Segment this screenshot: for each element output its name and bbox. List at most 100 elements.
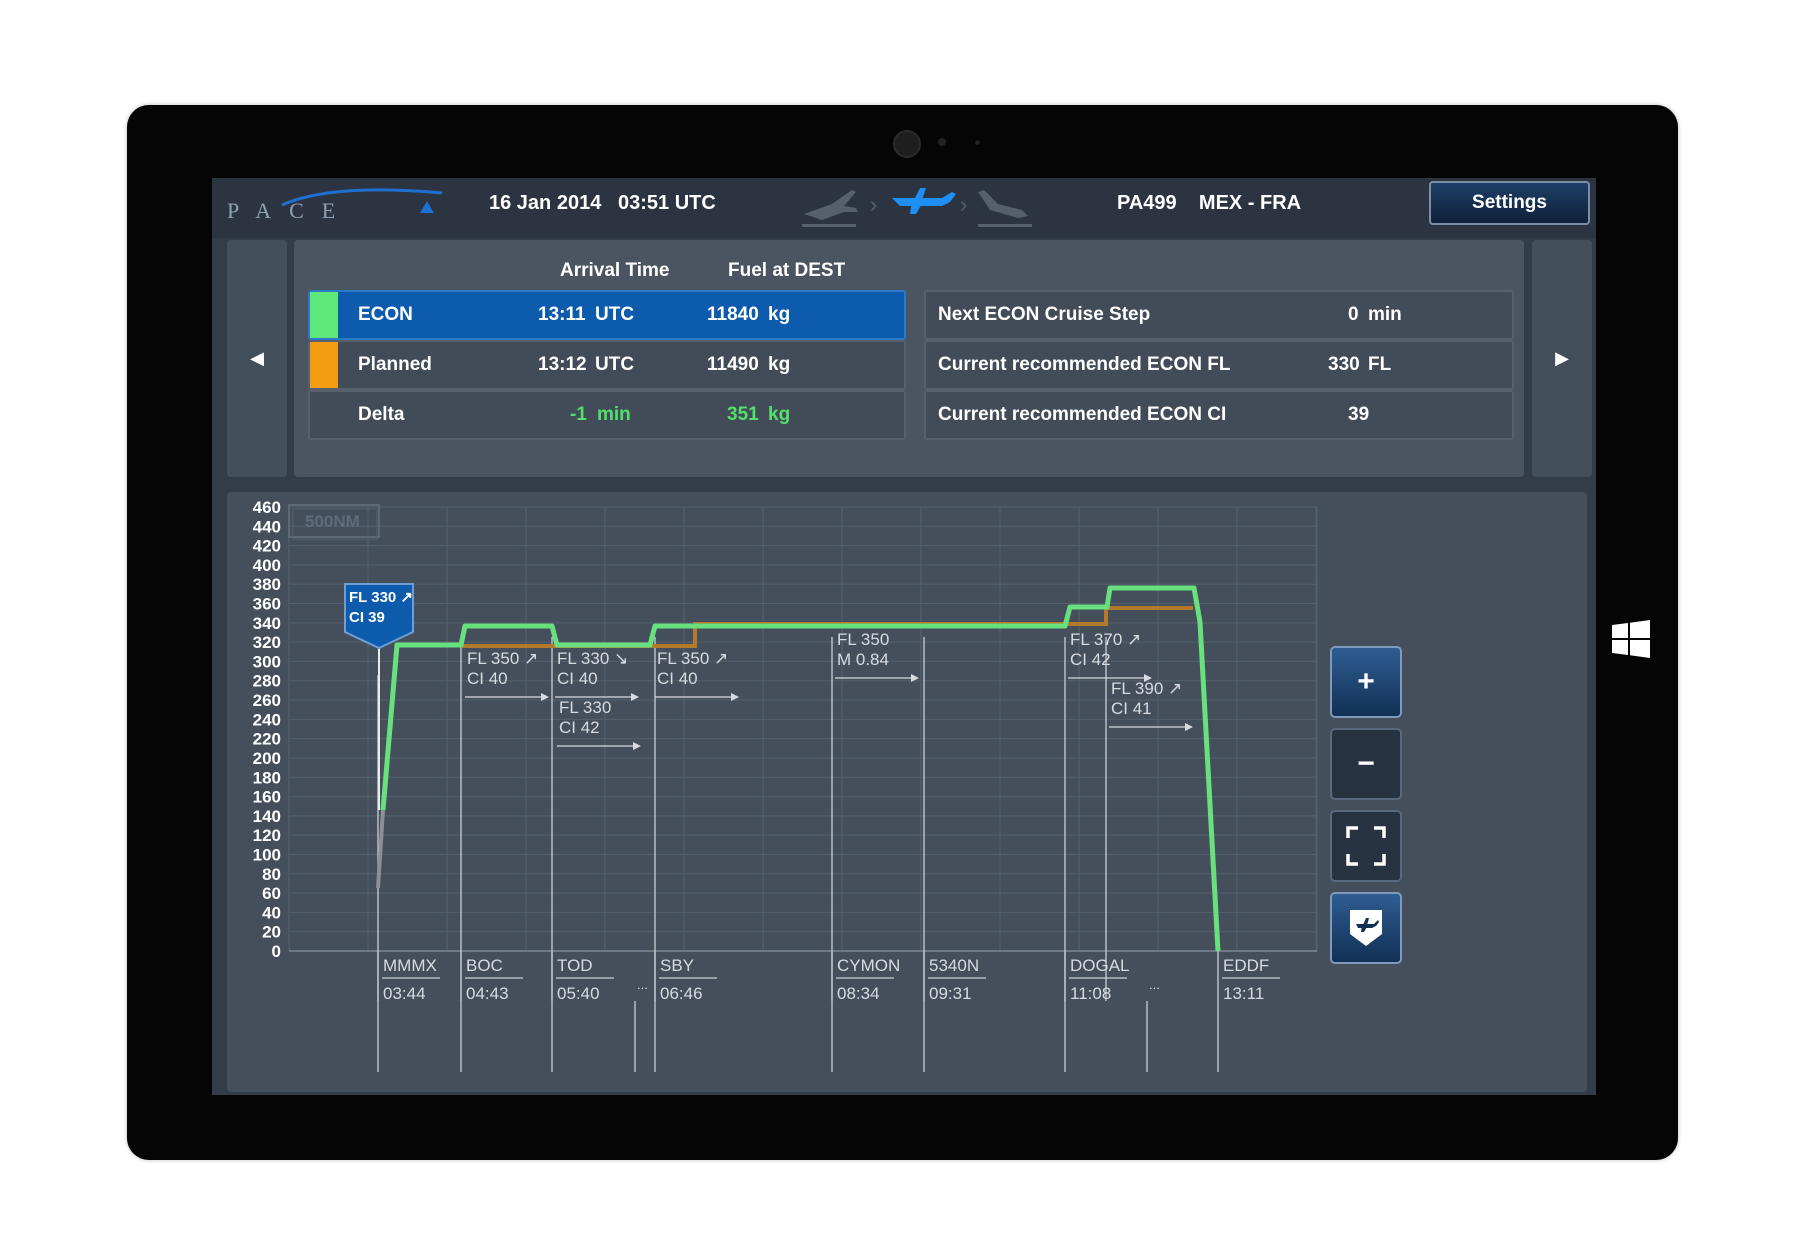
y-tick-label: 300 [253, 652, 281, 671]
step-cost-index: CI 41 [1111, 699, 1152, 718]
settings-button[interactable]: Settings [1429, 181, 1590, 225]
vertical-profile-chart[interactable]: 4604404204003803603403203002802602402202… [227, 492, 1587, 1092]
app-logo: PACE [227, 198, 354, 223]
arrival-time-unit: UTC [595, 354, 635, 375]
row-label: Planned [358, 354, 432, 375]
waypoint-time: 11:08 [1070, 984, 1111, 1003]
logo-arc-icon [281, 188, 443, 213]
y-tick-label: 200 [253, 749, 281, 768]
waypoint: DOGAL 11:08 [1064, 951, 1130, 1072]
landing-phase-icon [978, 190, 1032, 227]
current-date: 16 Jan 2014 [489, 192, 602, 214]
cruise-step: FL 390 ↗CI 41 [1109, 679, 1193, 731]
y-tick-label: 400 [253, 556, 281, 575]
waypoint-time: 09:31 [929, 984, 972, 1003]
waypoint-ellipsis: ... [637, 977, 648, 992]
y-tick-label: 420 [253, 537, 281, 556]
y-tick-label: 120 [253, 826, 281, 845]
fuel-at-dest-header: Fuel at DEST [728, 260, 846, 281]
waypoint-time: 08:34 [837, 984, 880, 1003]
step-flight-level: FL 370 ↗ [1070, 630, 1141, 649]
left-arrow-icon: ◀ [250, 348, 264, 368]
waypoint-name: TOD [557, 956, 593, 975]
rec-label: Next ECON Cruise Step [938, 304, 1151, 325]
delta-time-unit: min [597, 404, 631, 425]
phase-chevron-icon: › [960, 192, 967, 217]
zoom-out-button[interactable]: − [1330, 728, 1402, 800]
step-flight-level: FL 390 ↗ [1111, 679, 1182, 698]
econ-swatch [310, 292, 338, 338]
row-label: ECON [358, 304, 413, 325]
y-tick-label: 360 [253, 595, 281, 614]
y-tick-label: 20 [262, 923, 281, 942]
marker-fl: FL 330 ↗ [349, 589, 413, 606]
fuel-unit: kg [768, 304, 791, 325]
waypoint: 5340N 09:31 [923, 951, 986, 1072]
rec-unit: min [1368, 304, 1402, 325]
y-tick-label: 40 [262, 903, 281, 922]
waypoint-time: 06:46 [660, 984, 703, 1003]
cruise-step: FL 370 ↗CI 42 [1068, 630, 1152, 682]
waypoint-name: BOC [466, 956, 503, 975]
climb-history-line [376, 809, 385, 889]
y-tick-label: 260 [253, 691, 281, 710]
windows-logo-icon[interactable] [1612, 620, 1650, 658]
waypoint-ellipsis: ... [1149, 977, 1160, 992]
cruise-step: FL 330 ↘CI 40 [555, 649, 639, 701]
waypoint: TOD 05:40 [551, 951, 614, 1072]
marker-ci: CI 39 [349, 609, 385, 626]
arrival-time-value: 13:11 [538, 304, 586, 325]
delta-time-value: -1 [570, 404, 587, 425]
y-tick-label: 140 [253, 807, 281, 826]
waypoint: EDDF 13:11 [1217, 951, 1280, 1072]
delta-fuel-unit: kg [768, 404, 791, 425]
y-tick-label: 180 [253, 768, 281, 787]
step-cost-index: CI 40 [467, 669, 508, 688]
takeoff-phase-icon [802, 190, 858, 227]
rec-unit: FL [1368, 354, 1392, 375]
waypoint-name: 5340N [929, 956, 979, 975]
waypoint-time: 13:11 [1223, 984, 1264, 1003]
planned-swatch [310, 342, 338, 388]
waypoint-time: 03:44 [383, 984, 426, 1003]
prev-page-button[interactable]: ◀ [227, 240, 287, 477]
econ-row[interactable]: ECON 13:11 UTC 11840 kg [308, 290, 906, 340]
waypoint-name: DOGAL [1070, 956, 1130, 975]
step-flight-level: FL 350 [837, 630, 889, 649]
flight-info: PA499 MEX - FRA [1117, 192, 1301, 215]
current-position-marker: FL 330 ↗ CI 39 [344, 583, 414, 810]
cruise-phase-icon [892, 188, 956, 214]
y-tick-label: 380 [253, 575, 281, 594]
scale-box: 500NM [288, 504, 380, 540]
scale-label: 500NM [305, 512, 360, 531]
flight-phase-indicator: › › [802, 188, 1032, 227]
zoom-in-button[interactable]: + [1330, 646, 1402, 718]
fit-screen-icon [1346, 826, 1386, 866]
cruise-step: FL 350 ↗CI 40 [465, 649, 549, 701]
center-aircraft-button[interactable] [1330, 892, 1402, 964]
recommended-fl-row: Current recommended ECON FL 330 FL [924, 340, 1514, 390]
step-cost-index: CI 42 [1070, 650, 1111, 669]
flight-number: PA499 [1117, 192, 1177, 214]
step-cost-index: CI 40 [657, 669, 698, 688]
top-bar: PACE 16 Jan 2014 03:51 UTC › › PA499 [212, 178, 1596, 238]
delta-row: Delta -1 min 351 kg [308, 390, 906, 440]
altitude-axis: 4604404204003803603403203002802602402202… [253, 498, 281, 961]
delta-fuel-value: 351 [727, 404, 759, 425]
phase-chevron-icon: › [870, 192, 877, 217]
planned-row[interactable]: Planned 13:12 UTC 11490 kg [308, 340, 906, 390]
current-datetime: 16 Jan 2014 03:51 UTC [489, 192, 716, 215]
step-cost-index: M 0.84 [837, 650, 889, 669]
waypoint-name: SBY [660, 956, 694, 975]
cruise-step: FL 350 ↗CI 40 [655, 649, 739, 701]
aircraft-position-icon [1350, 910, 1382, 946]
step-flight-level: FL 330 ↘ [557, 649, 628, 668]
next-page-button[interactable]: ▶ [1532, 240, 1592, 477]
flight-route: MEX - FRA [1198, 192, 1302, 214]
y-tick-label: 220 [253, 730, 281, 749]
step-cost-index: CI 42 [559, 718, 600, 737]
fit-view-button[interactable] [1330, 810, 1402, 882]
